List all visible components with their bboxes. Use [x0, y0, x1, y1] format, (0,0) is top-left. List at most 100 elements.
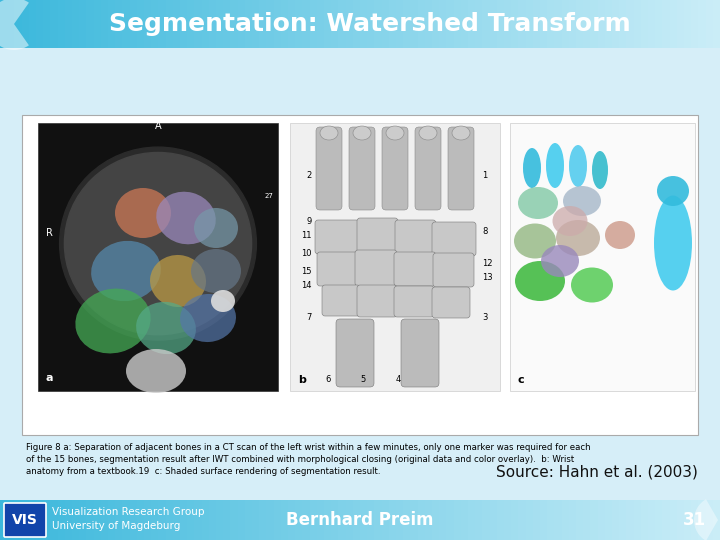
Polygon shape [209, 0, 216, 48]
Polygon shape [72, 0, 79, 48]
Polygon shape [598, 500, 605, 540]
Polygon shape [281, 0, 288, 48]
Polygon shape [677, 0, 684, 48]
Polygon shape [173, 500, 180, 540]
Polygon shape [65, 0, 72, 48]
Polygon shape [655, 500, 662, 540]
Polygon shape [29, 0, 36, 48]
Text: 2: 2 [307, 171, 312, 179]
Text: University of Magdeburg: University of Magdeburg [52, 521, 181, 531]
Polygon shape [439, 0, 446, 48]
Polygon shape [194, 500, 202, 540]
Polygon shape [389, 0, 396, 48]
Text: A: A [155, 121, 161, 131]
Polygon shape [317, 0, 324, 48]
Ellipse shape [211, 290, 235, 312]
FancyBboxPatch shape [0, 48, 720, 500]
Polygon shape [382, 0, 389, 48]
Polygon shape [648, 500, 655, 540]
FancyBboxPatch shape [357, 218, 398, 254]
Polygon shape [410, 500, 418, 540]
Polygon shape [238, 500, 245, 540]
Polygon shape [158, 500, 166, 540]
Ellipse shape [180, 294, 236, 342]
Polygon shape [281, 500, 288, 540]
Polygon shape [547, 500, 554, 540]
Ellipse shape [571, 267, 613, 302]
Polygon shape [216, 500, 223, 540]
Text: 31: 31 [683, 511, 706, 529]
Polygon shape [432, 500, 439, 540]
Polygon shape [230, 0, 238, 48]
Polygon shape [180, 0, 187, 48]
Polygon shape [259, 0, 266, 48]
Polygon shape [22, 500, 29, 540]
Text: Segmentation: Watershed Transform: Segmentation: Watershed Transform [109, 12, 631, 36]
Polygon shape [562, 500, 569, 540]
Ellipse shape [592, 151, 608, 189]
Polygon shape [605, 500, 612, 540]
Polygon shape [583, 500, 590, 540]
Polygon shape [468, 0, 475, 48]
Polygon shape [36, 500, 43, 540]
FancyBboxPatch shape [433, 253, 474, 287]
Ellipse shape [654, 195, 692, 291]
Polygon shape [288, 500, 295, 540]
FancyBboxPatch shape [401, 319, 439, 387]
Polygon shape [670, 0, 677, 48]
Polygon shape [324, 0, 331, 48]
Polygon shape [619, 500, 626, 540]
Polygon shape [576, 0, 583, 48]
Text: 14: 14 [302, 280, 312, 289]
Polygon shape [166, 500, 173, 540]
Ellipse shape [150, 255, 206, 307]
Polygon shape [540, 500, 547, 540]
Polygon shape [353, 0, 360, 48]
Ellipse shape [518, 187, 558, 219]
Polygon shape [432, 0, 439, 48]
Polygon shape [22, 0, 29, 48]
Polygon shape [374, 500, 382, 540]
Text: VIS: VIS [12, 513, 38, 527]
Polygon shape [86, 0, 94, 48]
Polygon shape [122, 0, 130, 48]
FancyBboxPatch shape [315, 220, 359, 254]
FancyBboxPatch shape [38, 123, 278, 391]
FancyBboxPatch shape [415, 127, 441, 210]
Polygon shape [490, 0, 497, 48]
Ellipse shape [514, 224, 556, 259]
FancyBboxPatch shape [349, 127, 375, 210]
Polygon shape [310, 0, 317, 48]
Polygon shape [288, 0, 295, 48]
Polygon shape [58, 500, 65, 540]
Polygon shape [266, 500, 274, 540]
Polygon shape [698, 500, 706, 540]
FancyBboxPatch shape [322, 285, 360, 316]
Polygon shape [58, 0, 65, 48]
Polygon shape [346, 0, 353, 48]
Text: 4: 4 [395, 375, 400, 383]
Polygon shape [461, 500, 468, 540]
Polygon shape [245, 500, 252, 540]
Polygon shape [396, 500, 403, 540]
Polygon shape [454, 0, 461, 48]
Polygon shape [0, 0, 7, 48]
Ellipse shape [452, 126, 470, 140]
Polygon shape [295, 0, 302, 48]
Polygon shape [331, 0, 338, 48]
Polygon shape [511, 500, 518, 540]
Polygon shape [29, 500, 36, 540]
Polygon shape [202, 0, 209, 48]
Polygon shape [410, 0, 418, 48]
Polygon shape [7, 500, 14, 540]
Text: 1: 1 [482, 171, 487, 179]
Ellipse shape [563, 186, 601, 216]
Polygon shape [583, 0, 590, 48]
Polygon shape [180, 500, 187, 540]
Polygon shape [396, 0, 403, 48]
Polygon shape [130, 500, 137, 540]
Polygon shape [0, 500, 7, 540]
Ellipse shape [541, 245, 579, 277]
Text: 8: 8 [482, 226, 487, 235]
Polygon shape [475, 0, 482, 48]
